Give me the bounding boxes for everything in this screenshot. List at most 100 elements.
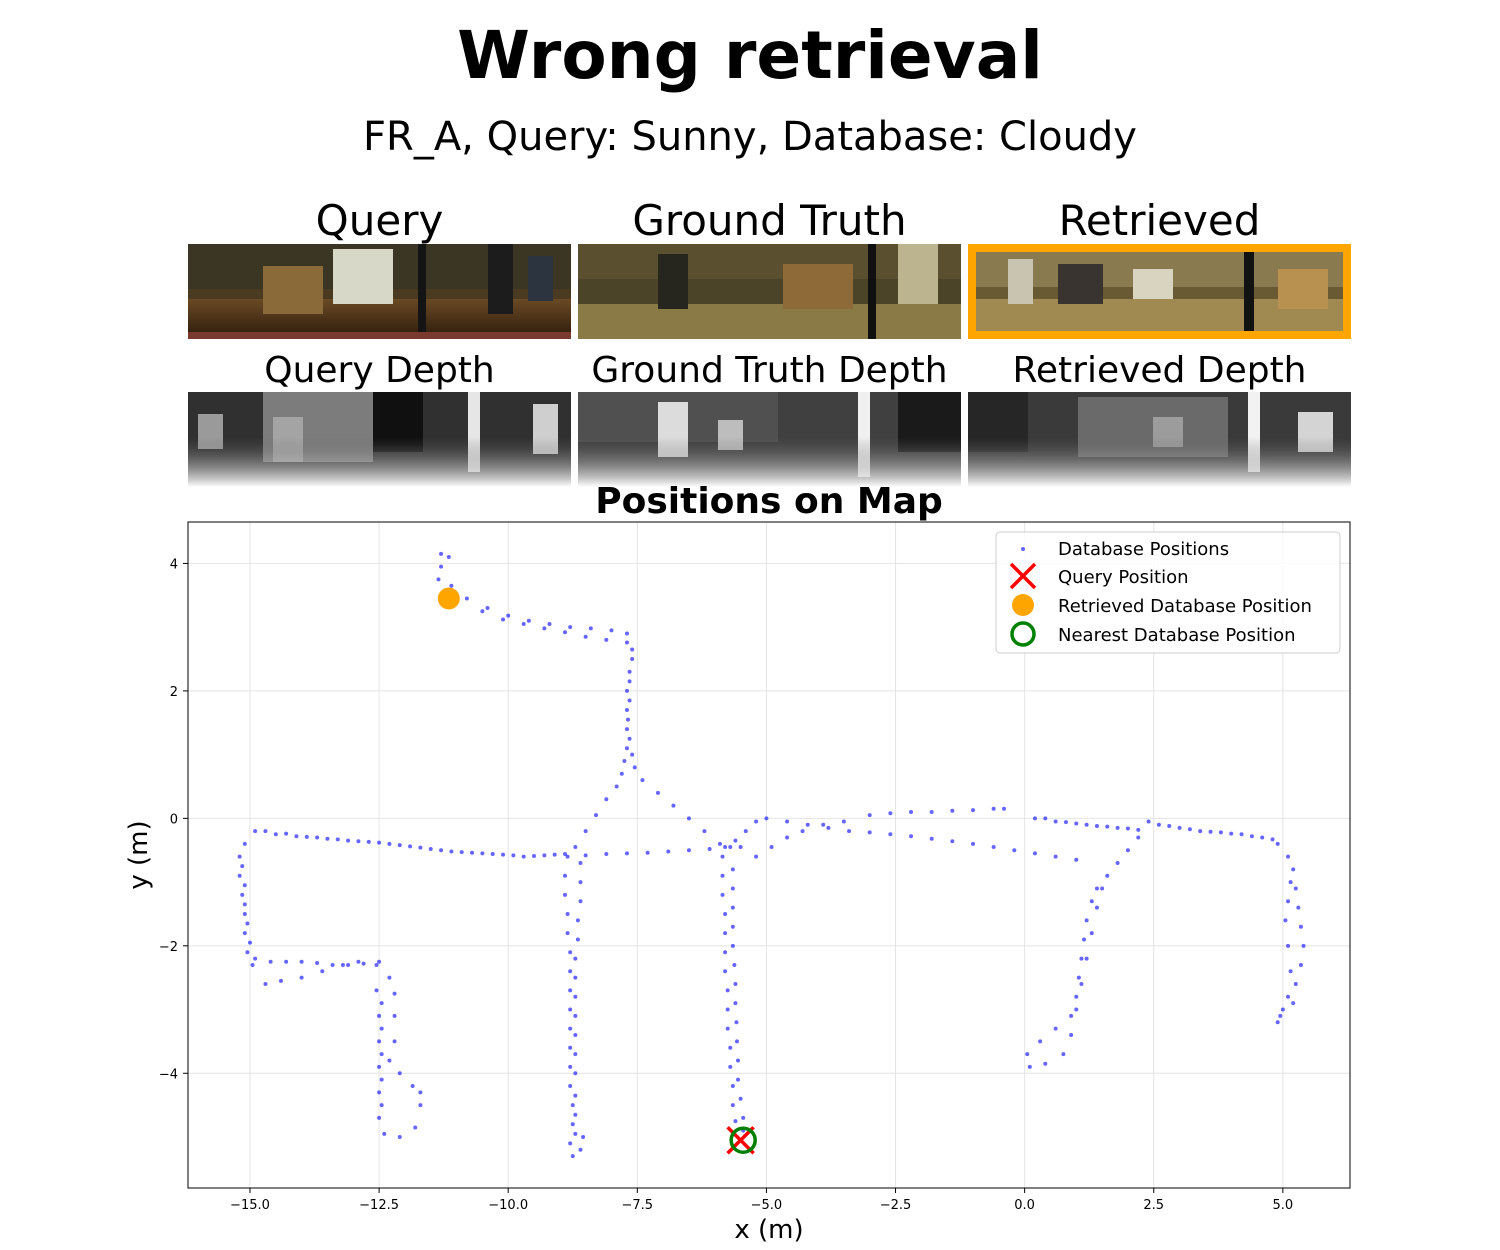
legend-database-label: Database Positions — [1058, 539, 1229, 560]
database-point — [570, 1122, 575, 1127]
database-point — [379, 1001, 384, 1006]
database-point — [738, 845, 743, 850]
database-point — [387, 975, 392, 980]
database-point — [446, 555, 451, 560]
database-point — [413, 1125, 418, 1130]
database-point — [1293, 886, 1298, 891]
database-point — [702, 829, 707, 834]
database-point — [449, 849, 454, 854]
database-point — [826, 825, 831, 830]
database-point — [588, 626, 593, 631]
y-tick-label: −4 — [159, 1067, 178, 1082]
database-point — [991, 845, 996, 850]
database-point — [1208, 829, 1213, 834]
query-image — [188, 244, 571, 339]
database-point — [578, 899, 583, 904]
database-point — [253, 829, 258, 834]
database-point — [552, 852, 557, 857]
database-point — [1249, 834, 1254, 839]
database-point — [1084, 956, 1089, 961]
database-point — [575, 918, 580, 923]
database-point — [1296, 905, 1301, 910]
database-point — [1229, 831, 1234, 836]
database-point — [1069, 1033, 1074, 1038]
database-point — [1288, 969, 1293, 974]
database-point — [315, 961, 320, 966]
database-point — [717, 841, 722, 846]
database-point — [356, 959, 361, 964]
legend-query-marker — [1009, 562, 1037, 590]
database-point — [366, 839, 371, 844]
database-point — [730, 886, 735, 891]
database-point — [568, 988, 573, 993]
database-point — [1074, 994, 1079, 999]
database-point — [929, 836, 934, 841]
database-point — [991, 806, 996, 811]
y-tick-label: 0 — [170, 812, 178, 827]
database-point — [723, 931, 728, 936]
database-point — [754, 819, 759, 824]
database-point — [734, 1020, 739, 1025]
database-point — [521, 621, 526, 626]
database-point — [299, 975, 304, 980]
x-tick-label: −12.5 — [359, 1198, 399, 1213]
database-point — [459, 850, 464, 855]
legend: Database Positions Query Position Retrie… — [995, 531, 1341, 654]
database-point — [1167, 824, 1172, 829]
database-point — [630, 657, 635, 662]
database-point — [1043, 1061, 1048, 1066]
database-point — [769, 845, 774, 850]
database-point — [575, 937, 580, 942]
database-point — [480, 851, 485, 856]
database-point — [1027, 1064, 1032, 1069]
database-point — [542, 626, 547, 631]
database-point — [387, 841, 392, 846]
database-point — [263, 982, 268, 987]
database-point — [733, 982, 738, 987]
database-point — [377, 840, 382, 845]
database-point — [1288, 880, 1293, 885]
legend-retrieved-marker — [1012, 594, 1034, 616]
database-point — [730, 867, 735, 872]
database-point — [1275, 1020, 1280, 1025]
database-point — [374, 988, 379, 993]
database-point — [604, 797, 609, 802]
retrieved-title: Retrieved — [1058, 196, 1261, 245]
database-point — [410, 1084, 415, 1089]
database-point — [573, 1033, 578, 1038]
database-point — [573, 845, 578, 850]
database-point — [1089, 931, 1094, 936]
database-point — [627, 698, 632, 703]
database-point — [1094, 824, 1099, 829]
database-point — [624, 708, 629, 713]
database-point — [970, 841, 975, 846]
x-axis-ticks: −15.0 −12.5 −10.0 −7.5 −5.0 −2.5 0.0 2.5 5.0 — [230, 1188, 1293, 1213]
database-point — [563, 852, 568, 857]
database-point — [240, 864, 245, 869]
database-point — [237, 854, 242, 859]
database-point — [622, 758, 627, 763]
database-point — [1079, 956, 1084, 961]
figure-title: Wrong retrieval — [457, 17, 1043, 94]
database-point — [1125, 848, 1130, 853]
database-point — [284, 831, 289, 836]
y-tick-label: −2 — [159, 940, 178, 955]
database-point — [686, 848, 691, 853]
database-point — [573, 1071, 578, 1076]
database-point — [583, 853, 588, 858]
database-point — [1275, 841, 1280, 846]
database-point — [736, 1077, 741, 1082]
database-point — [1286, 994, 1291, 999]
database-point — [581, 1135, 586, 1140]
y-tick-label: 4 — [170, 557, 178, 572]
database-point — [725, 1026, 730, 1031]
database-point — [604, 852, 609, 857]
database-point — [1038, 1039, 1043, 1044]
database-point — [950, 808, 955, 813]
database-point — [1082, 937, 1087, 942]
database-point — [604, 637, 609, 642]
database-point — [1156, 822, 1161, 827]
database-point — [785, 835, 790, 840]
database-point — [1094, 886, 1099, 891]
